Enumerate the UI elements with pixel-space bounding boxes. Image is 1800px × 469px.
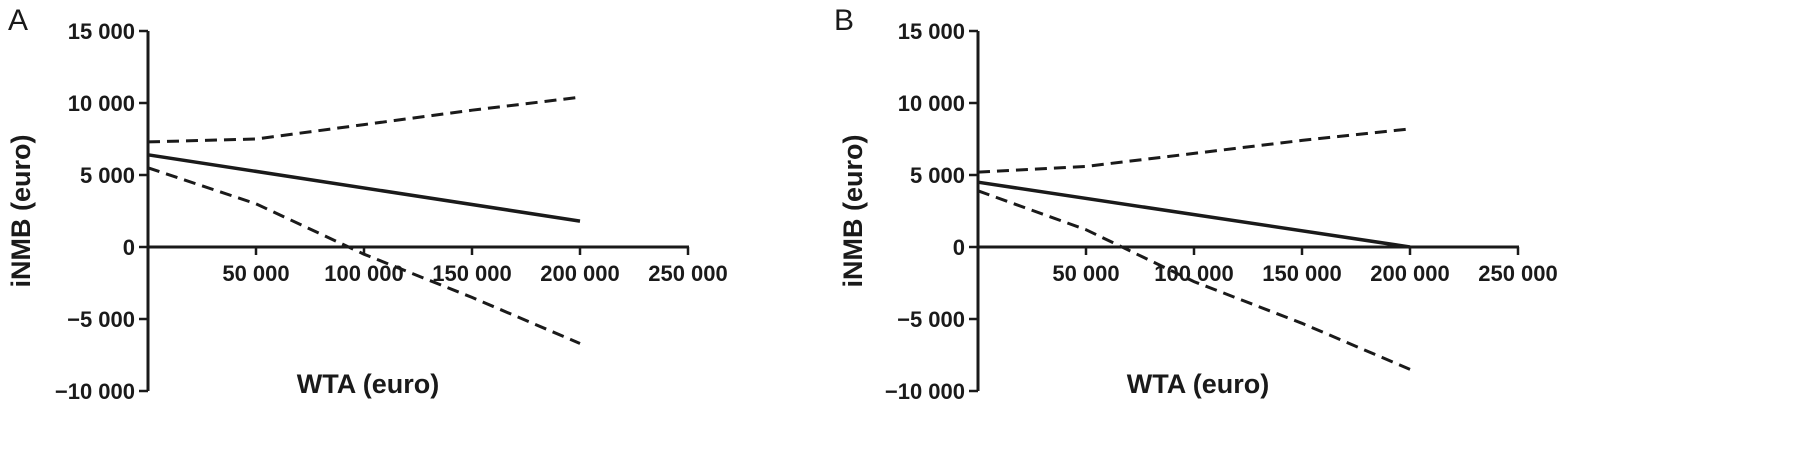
y-tick-label: −5 000 — [897, 307, 965, 332]
inmb-line — [147, 153, 581, 223]
x-tick-label: 50 000 — [1052, 261, 1119, 286]
x-tick-label: 200 000 — [1370, 261, 1450, 286]
chart-panel-a: A 15 000 10 000 5 000 0 −5 000 −10 000 50 000 10… — [6, 4, 728, 404]
x-tick-label: 100 000 — [324, 261, 404, 286]
y-axis-label: iNMB (euro) — [6, 135, 36, 288]
confidence-bound-line — [977, 189, 1411, 371]
y-tick-label: 0 — [953, 235, 965, 260]
y-tick-label: 5 000 — [910, 163, 965, 188]
x-tick-label: 250 000 — [1478, 261, 1558, 286]
confidence-bound-line — [977, 127, 1411, 174]
panel-label: B — [834, 4, 854, 37]
y-tick-label: −5 000 — [67, 307, 135, 332]
y-tick-label: 10 000 — [898, 91, 965, 116]
inmb-line — [977, 180, 1411, 249]
y-axis-label: iNMB (euro) — [838, 135, 868, 288]
y-tick-label: −10 000 — [55, 379, 135, 404]
x-tick-label: 250 000 — [648, 261, 728, 286]
y-tick-label: 10 000 — [68, 91, 135, 116]
confidence-bound-line — [147, 166, 581, 345]
x-axis-label: WTA (euro) — [1127, 369, 1269, 399]
x-tick-label: 150 000 — [432, 261, 512, 286]
x-tick-label: 200 000 — [540, 261, 620, 286]
y-tick-label: 5 000 — [80, 163, 135, 188]
confidence-bound-line — [147, 95, 581, 144]
y-tick-label: 15 000 — [898, 19, 965, 44]
x-tick-label: 50 000 — [222, 261, 289, 286]
y-tick-label: 0 — [123, 235, 135, 260]
y-tick-label: 15 000 — [68, 19, 135, 44]
x-axis-label: WTA (euro) — [297, 369, 439, 399]
y-tick-label: −10 000 — [885, 379, 965, 404]
x-tick-label: 150 000 — [1262, 261, 1342, 286]
panel-label: A — [8, 4, 28, 37]
